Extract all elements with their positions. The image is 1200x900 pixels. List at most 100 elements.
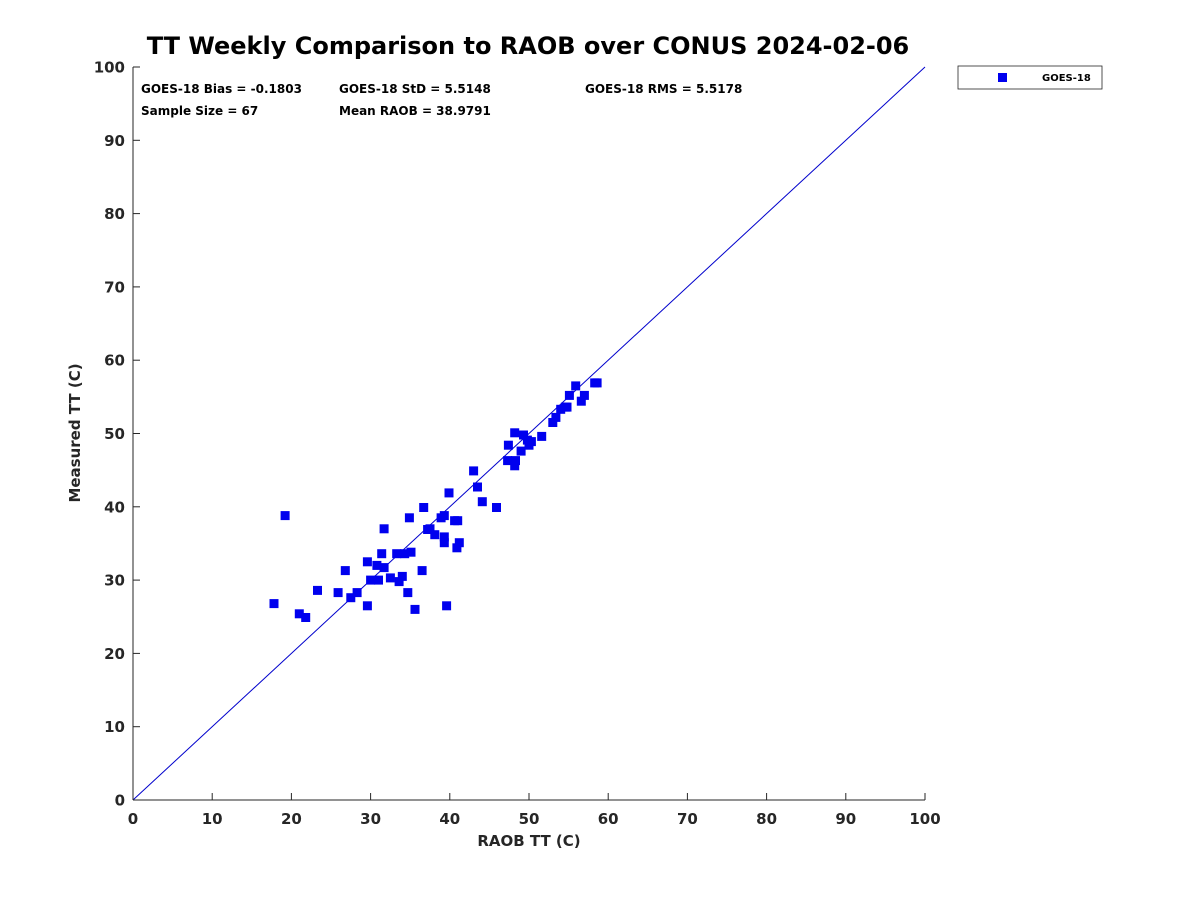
y-tick-label-0: 0 [115,792,125,810]
data-point-57 [551,412,561,422]
data-point-67 [423,525,433,534]
data-point-51 [519,430,528,440]
x-tick-label-40: 40 [439,810,460,828]
legend-marker-goes-18 [998,73,1007,82]
data-point-16 [379,524,389,534]
data-point-25 [406,547,416,557]
plot-area: 0 10 20 30 40 50 60 70 80 90 100 0 10 20 30 40 50 60 70 80… [94,59,941,829]
data-point-45 [503,456,513,466]
x-tick-label-100: 100 [909,810,940,828]
data-point-9 [352,588,362,598]
legend-box [957,65,1103,90]
stat-mean-raob: Mean RAOB = 38.9791 [339,104,491,118]
data-point-36 [444,488,454,498]
data-point-19 [392,549,402,559]
data-point-14 [374,575,383,585]
x-tick-label-60: 60 [598,810,619,828]
data-point-35 [442,601,452,611]
data-point-49 [511,456,520,466]
y-tick-label-10: 10 [104,718,125,736]
stat-bias: GOES-18 Bias = -0.1803 [141,82,302,96]
data-point-13 [372,560,382,570]
data-point-24 [404,513,414,523]
x-tick-label-10: 10 [202,810,223,828]
data-point-47 [510,428,520,438]
stat-std: GOES-18 StD = 5.5148 [339,82,491,96]
stat-sample-size: Sample Size = 67 [141,104,258,118]
data-point-39 [453,516,463,526]
chart-title: TT Weekly Comparison to RAOB over CONUS … [147,32,910,60]
data-point-41 [469,466,479,476]
data-point-22 [400,549,410,559]
one-to-one-reference-line [132,66,926,801]
data-point-46 [503,440,513,450]
data-point-55 [537,431,547,441]
x-tick-label-0: 0 [128,810,138,828]
data-point-54 [526,437,536,447]
data-point-38 [452,543,462,553]
y-axis-label: Measured TT (C) [66,363,84,502]
data-point-62 [571,381,581,391]
y-tick-label-50: 50 [104,425,125,443]
x-ticks: 0 10 20 30 40 50 60 70 80 90 100 [128,793,941,828]
x-axis-label: RAOB TT (C) [477,832,580,850]
y-tick-label-60: 60 [104,352,125,370]
x-tick-label-70: 70 [677,810,698,828]
y-tick-label-80: 80 [104,205,125,223]
x-tick-label-30: 30 [360,810,381,828]
data-point-40 [454,538,464,548]
data-point-15 [377,549,387,559]
stat-rms: GOES-18 RMS = 5.5178 [585,82,742,96]
data-point-30 [430,530,440,540]
data-point-6 [333,588,343,598]
data-point-10 [362,557,372,567]
y-tick-label-100: 100 [94,59,125,77]
data-point-23 [403,588,413,598]
y-tick-label-30: 30 [104,572,125,590]
legend-label-goes-18: GOES-18 [1042,73,1091,84]
x-tick-label-80: 80 [756,810,777,828]
data-point-64 [579,390,589,400]
data-point-60 [562,402,572,412]
data-point-61 [564,390,574,400]
data-point-4 [301,613,311,622]
x-tick-label-50: 50 [519,810,540,828]
legend: GOES-18 [957,65,1103,90]
data-point-28 [419,503,429,512]
data-point-17 [379,563,389,573]
data-point-20 [394,577,404,587]
y-tick-label-90: 90 [104,132,125,150]
data-point-43 [477,497,487,507]
x-tick-label-90: 90 [835,810,856,828]
x-tick-label-20: 20 [281,810,302,828]
y-tick-label-40: 40 [104,498,125,516]
data-point-1 [269,599,279,609]
data-point-7 [340,566,350,576]
data-point-2 [280,511,290,521]
data-point-21 [397,571,407,581]
data-point-3 [294,609,304,619]
data-point-12 [366,575,376,585]
data-point-56 [548,418,558,427]
data-point-32 [439,511,449,521]
data-point-34 [439,538,449,548]
data-point-63 [576,396,586,406]
y-tick-label-20: 20 [104,645,125,663]
data-point-44 [492,503,501,512]
data-point-5 [313,585,322,595]
data-point-8 [346,593,356,603]
data-point-50 [516,446,526,456]
y-tick-label-70: 70 [104,278,125,296]
data-points [269,378,602,622]
data-point-26 [410,604,420,614]
data-point-11 [362,601,372,611]
data-point-33 [439,532,449,542]
data-point-48 [510,461,520,471]
y-ticks: 0 10 20 30 40 50 60 70 80 90 100 [94,59,140,810]
data-point-27 [417,566,427,576]
data-point-42 [473,482,482,492]
stats-annotations: GOES-18 Bias = -0.1803 GOES-18 StD = 5.5… [141,82,742,118]
data-point-66 [592,378,602,388]
data-point-58 [556,404,566,414]
